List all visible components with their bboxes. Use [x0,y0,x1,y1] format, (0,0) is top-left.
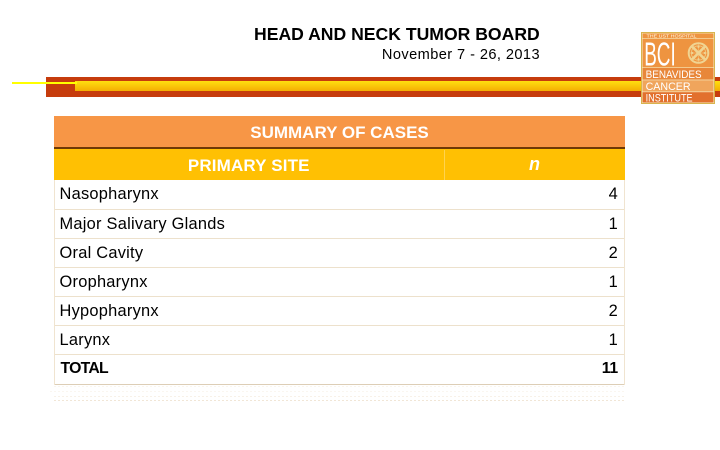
svg-text:CANCER: CANCER [646,81,691,93]
svg-text:BCI: BCI [644,35,676,72]
svg-text:THE UST HOSPITAL: THE UST HOSPITAL [647,33,698,38]
svg-text:BENAVIDES: BENAVIDES [646,69,702,81]
svg-text:INSTITUTE: INSTITUTE [646,92,693,104]
